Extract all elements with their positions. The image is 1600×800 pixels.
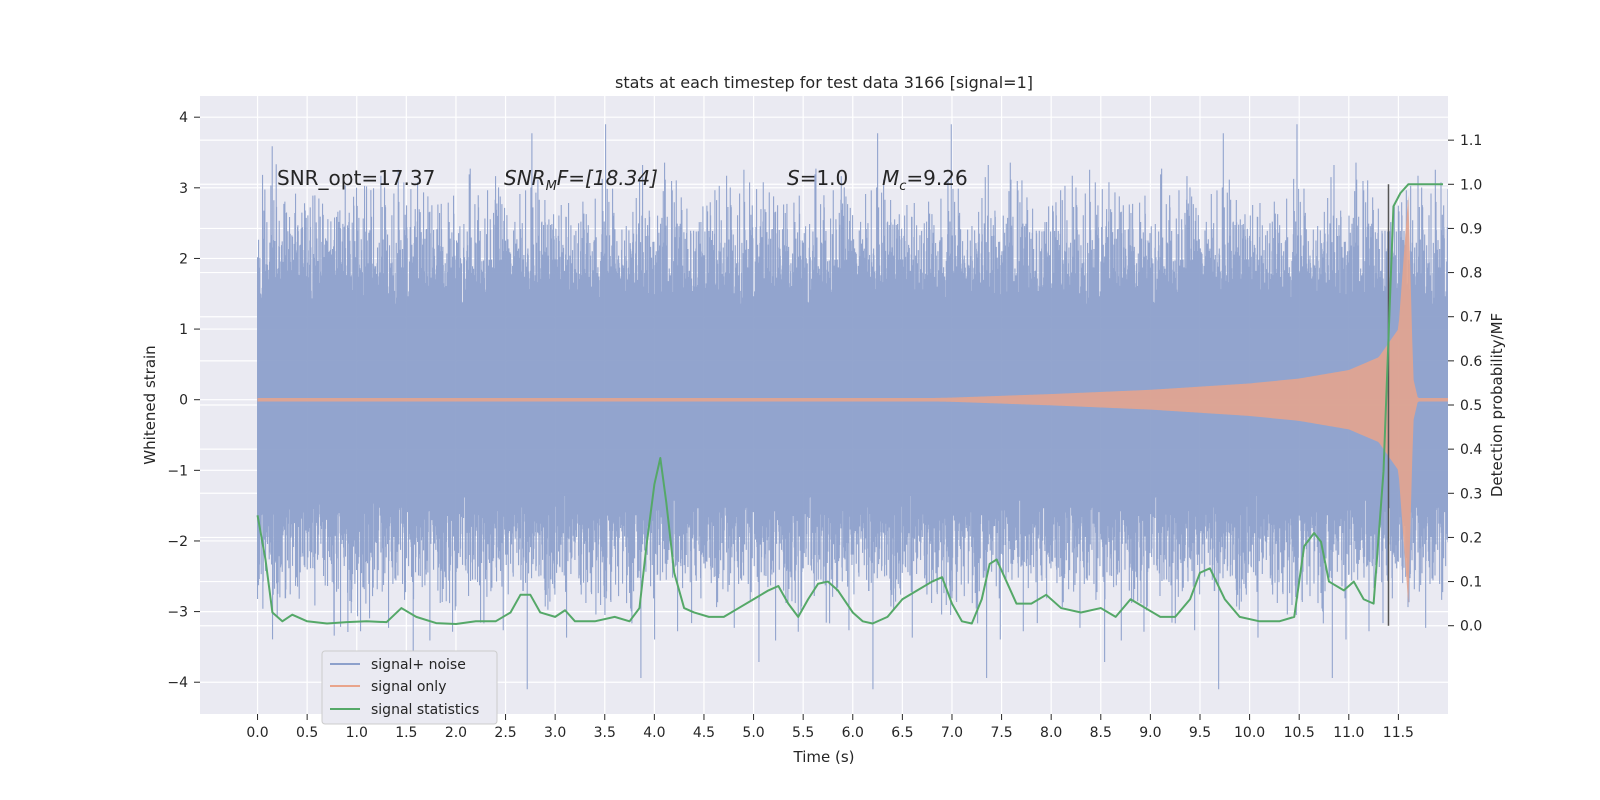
annotation-snr-opt: SNR_opt=17.37 <box>277 166 435 190</box>
x-tick-label: 1.0 <box>346 725 368 741</box>
y-tick-label-left: 2 <box>179 251 188 267</box>
x-tick-label: 7.5 <box>990 725 1012 741</box>
y-tick-label-right: 0.7 <box>1460 310 1482 326</box>
x-tick-label: 11.5 <box>1383 725 1414 741</box>
series-signal-only <box>257 194 1448 605</box>
x-tick-label: 3.0 <box>544 725 566 741</box>
x-axis-label: Time (s) <box>793 748 855 766</box>
legend-box <box>321 650 498 725</box>
y-tick-label-right: 0.4 <box>1460 442 1482 458</box>
series-signal-statistics <box>256 183 1444 625</box>
x-tick-label: 7.0 <box>941 725 963 741</box>
legend: signal+ noise signal only signal statist… <box>321 650 498 725</box>
x-tick-label: 2.0 <box>445 725 467 741</box>
x-tick-label: 10.0 <box>1234 725 1265 741</box>
legend-label-signal-noise: signal+ noise <box>371 657 466 673</box>
x-tick-label: 0.0 <box>246 725 268 741</box>
x-tick-label: 6.5 <box>891 725 913 741</box>
y-tick-label-right: 0.1 <box>1460 575 1482 591</box>
y-tick-label-left: −1 <box>167 463 188 479</box>
x-tick-label: 9.5 <box>1189 725 1211 741</box>
ticks: 0.0 0.5 1.0 1.5 2.0 2.5 3.0 3.5 4.0 4.5 5.0 5.5 6.0 6… <box>167 110 1482 741</box>
y-axis-label-left: Whitened strain <box>141 345 159 464</box>
y-tick-label-right: 0.5 <box>1460 398 1482 414</box>
legend-label-signal-statistics: signal statistics <box>371 702 479 718</box>
x-tick-label: 4.5 <box>693 725 715 741</box>
x-tick-label: 6.0 <box>842 725 864 741</box>
annotation-mc: Mc=9.26 <box>882 166 968 194</box>
annotation-snr-mf: SNRMF=[18.34] <box>504 166 658 194</box>
x-tick-label: 8.0 <box>1040 725 1062 741</box>
y-tick-label-left: 3 <box>179 181 188 197</box>
y-tick-label-right: 0.0 <box>1460 619 1482 635</box>
x-tick-label: 8.5 <box>1090 725 1112 741</box>
series-layer <box>256 124 1448 690</box>
x-tick-label: 1.5 <box>395 725 417 741</box>
y-tick-label-right: 0.6 <box>1460 354 1482 370</box>
x-tick-label: 5.5 <box>792 725 814 741</box>
x-tick-label: 0.5 <box>296 725 318 741</box>
y-tick-label-left: −4 <box>167 675 188 691</box>
y-tick-label-left: 1 <box>179 322 188 338</box>
annotation-s: S=1.0 <box>787 166 848 190</box>
y-tick-label-left: −3 <box>167 605 188 621</box>
x-tick-label: 5.0 <box>742 725 764 741</box>
y-tick-label-left: −2 <box>167 534 188 550</box>
y-tick-label-right: 1.1 <box>1460 133 1482 149</box>
y-axis-label-right: Detection probability/MF <box>1488 313 1506 497</box>
x-tick-label: 4.0 <box>643 725 665 741</box>
legend-label-signal-only: signal only <box>371 679 446 695</box>
x-tick-label: 11.0 <box>1333 725 1364 741</box>
y-tick-label-right: 0.9 <box>1460 221 1482 237</box>
y-tick-label-right: 1.0 <box>1460 177 1482 193</box>
x-tick-label: 9.0 <box>1139 725 1161 741</box>
y-tick-label-right: 0.2 <box>1460 530 1482 546</box>
x-tick-label: 3.5 <box>594 725 616 741</box>
x-tick-label: 10.5 <box>1284 725 1315 741</box>
y-tick-label-left: 0 <box>179 393 188 409</box>
x-tick-label: 2.5 <box>494 725 516 741</box>
y-tick-label-left: 4 <box>179 110 188 126</box>
chart-title: stats at each timestep for test data 316… <box>615 73 1033 92</box>
y-tick-label-right: 0.8 <box>1460 266 1482 282</box>
y-tick-label-right: 0.3 <box>1460 486 1482 502</box>
